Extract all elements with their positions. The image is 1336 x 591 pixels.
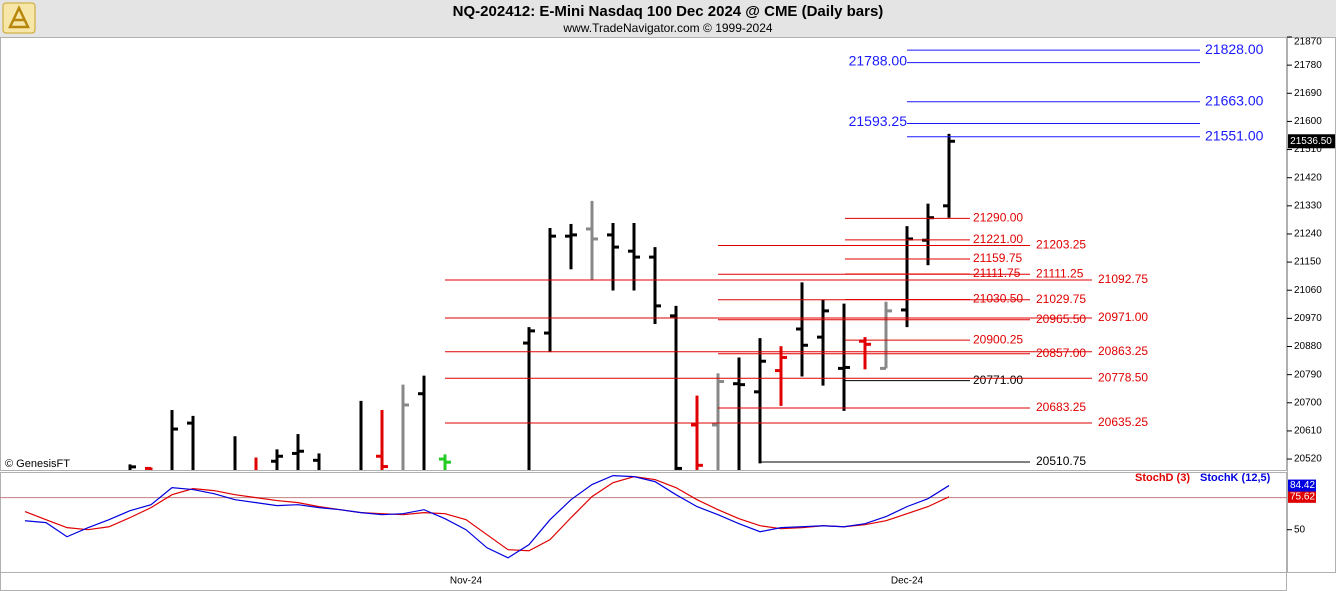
stoch-line (24, 474, 950, 559)
stoch-plot (0, 474, 1287, 559)
y-tick-label: 21690 (1294, 88, 1322, 99)
last-price-label: 21536.50 (1290, 136, 1332, 147)
y-tick-label: 21420 (1294, 172, 1322, 183)
x-tick-label: Dec-24 (891, 576, 924, 587)
level-label: 21221.00 (973, 232, 1023, 246)
y-tick-label: 20970 (1294, 313, 1322, 324)
y-tick-label: 20790 (1294, 369, 1322, 380)
level-label: 21663.00 (1205, 92, 1264, 108)
level-label: 20965.50 (1036, 312, 1086, 326)
y-tick-label: 20700 (1294, 397, 1322, 408)
last-value-box (1288, 479, 1316, 492)
level-label: 20510.75 (1036, 454, 1086, 468)
stoch-line (24, 476, 950, 552)
level-label: 21593.25 (849, 113, 908, 129)
level-label: 21111.25 (1036, 266, 1084, 280)
y-tick-label: 21870 (1294, 37, 1322, 48)
axes: 21870 21780 21690 21600 21510 21420 21330 21240… (450, 36, 1335, 587)
header-bg (0, 0, 1336, 37)
last-value-label: 84.42 (1290, 480, 1315, 491)
level-label: 20683.25 (1036, 400, 1086, 414)
y-tick-label: 21780 (1294, 60, 1322, 71)
y-tick-label: 20520 (1294, 454, 1322, 465)
level-label: 21203.25 (1036, 238, 1086, 252)
level-label: 20857.00 (1036, 346, 1086, 360)
y-tick-label: 20880 (1294, 341, 1322, 352)
last-value-label: 75.62 (1290, 491, 1315, 502)
y-tick-label: 21510 (1294, 144, 1322, 155)
level-label: 21828.00 (1205, 41, 1264, 57)
stoch-pane (0, 472, 1287, 573)
level-label: 21159.75 (973, 251, 1022, 265)
y-tick-label: 20610 (1294, 426, 1322, 437)
level-label: 21092.75 (1098, 272, 1148, 286)
level-label: 20771.00 (973, 373, 1023, 387)
level-label: 20635.25 (1098, 415, 1148, 429)
y-tick-label: 21240 (1294, 229, 1322, 240)
level-label: 20863.25 (1098, 344, 1148, 358)
y-tick-label: 21060 (1294, 285, 1322, 296)
legend-entry: StochK (12,5) (1200, 472, 1271, 484)
price-pane (0, 37, 1287, 471)
level-label: 21030.50 (973, 292, 1023, 306)
subtitle: www.TradeNavigator.com © 1999-2024 (562, 21, 772, 35)
y-tick-label: 50 (1294, 524, 1306, 535)
y-tick-label: 21150 (1294, 257, 1322, 268)
y-tick-label: 21330 (1294, 200, 1322, 211)
logo (2, 2, 36, 34)
last-price-box (1288, 134, 1335, 149)
last-value-box (1288, 490, 1316, 503)
levels: 21828.00 21788.00 21663.00 21593.25 21551.00… (445, 41, 1264, 468)
y-tick-label: 21600 (1294, 116, 1322, 127)
level-label: 21788.00 (849, 52, 908, 68)
x-tick-label: Nov-24 (450, 576, 483, 587)
watermark: © GenesisFT (5, 458, 70, 470)
level-label: 20778.50 (1098, 370, 1148, 384)
level-label: 21029.75 (1036, 292, 1086, 306)
level-label: 20971.00 (1098, 310, 1148, 324)
level-label: 21111.75 (973, 266, 1021, 280)
level-label: 21290.00 (973, 211, 1023, 225)
level-label: 20900.25 (973, 332, 1023, 346)
legend-entry: StochD (3) (1135, 472, 1190, 484)
x-axis (0, 572, 1287, 591)
level-label: 21551.00 (1205, 127, 1264, 143)
title: NQ-202412: E-Mini Nasdaq 100 Dec 2024 @ … (453, 3, 884, 20)
price-plot (128, 133, 955, 470)
